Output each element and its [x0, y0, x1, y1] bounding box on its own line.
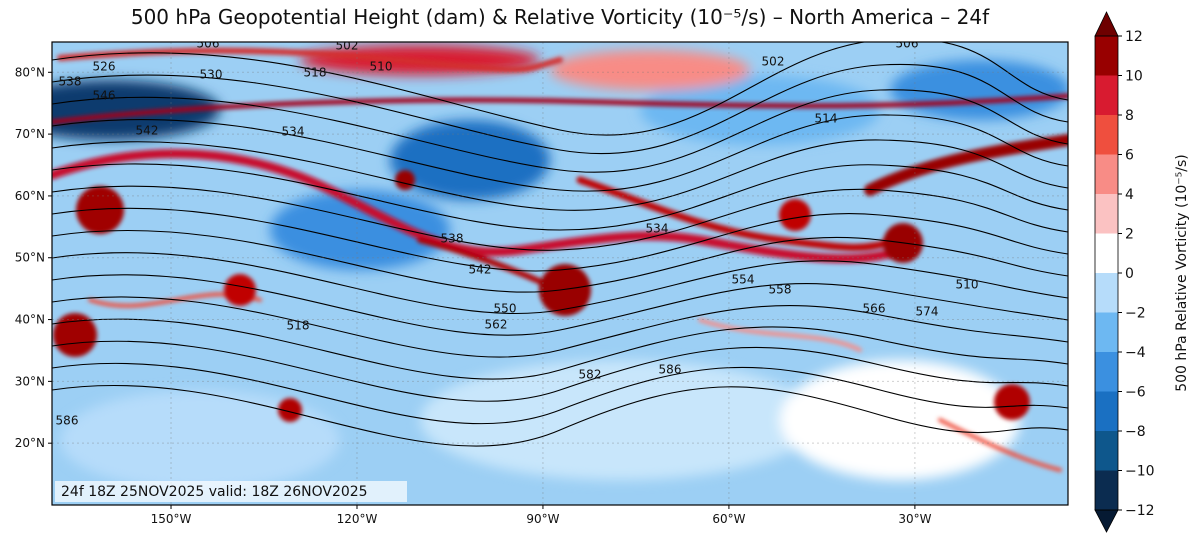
contour-label: 542 [136, 124, 159, 138]
contour-label: 506 [896, 37, 919, 51]
colorbar-extend-high [1094, 11, 1119, 37]
x-tick-label: 120°W [337, 512, 378, 526]
y-tick-label: 50°N [15, 251, 45, 265]
colorbar-tick-label: 10 [1125, 69, 1143, 85]
contour-label: 518 [287, 319, 310, 333]
x-tick-label: 60°W [712, 512, 745, 526]
contour-label: 530 [200, 68, 223, 82]
x-tick-label: 150°W [151, 512, 192, 526]
y-tick-label: 60°N [15, 189, 45, 203]
contour-label: 586 [56, 414, 79, 428]
colorbar-tick-label: −2 [1125, 306, 1146, 322]
colorbar-bin [1095, 391, 1118, 431]
x-tick-label: 30°W [898, 512, 931, 526]
colorbar-tick-label: 2 [1125, 227, 1134, 243]
contour-label: 574 [916, 305, 939, 319]
contour-line [52, 252, 1068, 314]
colorbar-bin [1095, 470, 1118, 510]
contour-line [52, 362, 1068, 425]
colorbar-bin [1095, 36, 1118, 76]
contour-line [52, 340, 1068, 402]
contour-line [52, 229, 1068, 293]
contour-label: 558 [769, 283, 792, 297]
map-frame [51, 41, 1069, 506]
contour-line [52, 163, 1068, 231]
title: 500 hPa Geopotential Height (dam) & Rela… [131, 5, 990, 29]
height-contours [52, 42, 1068, 447]
colorbar-tick-label: 12 [1125, 29, 1143, 45]
colorbar-tick-label: 6 [1125, 148, 1134, 164]
contour-line [52, 385, 1068, 447]
contour-label: 562 [485, 318, 508, 332]
contour-label: 534 [646, 222, 669, 236]
contour-label: 514 [815, 112, 838, 126]
map-field: 506 502 518 510 526 530 538 546 542 534 … [52, 37, 1068, 505]
colorbar-bin [1095, 154, 1118, 194]
colorbar-bin [1095, 273, 1118, 313]
colorbar-tick-label: −8 [1125, 424, 1146, 440]
colorbar-tick-label: 8 [1125, 108, 1134, 124]
contour-line [52, 296, 1068, 358]
colorbar-label: 500 hPa Relative Vorticity (10⁻⁵/s) [1174, 154, 1190, 392]
colorbar-tick-label: −12 [1125, 503, 1155, 519]
annotation: 24f 18Z 25NOV2025 valid: 18Z 26NOV2025 [61, 484, 368, 500]
contour-line [52, 89, 1068, 173]
contour-label: 502 [762, 55, 785, 69]
colorbar-tick-label: 0 [1125, 266, 1134, 282]
contour-label: 518 [304, 66, 327, 80]
colorbar-bin [1095, 431, 1118, 471]
y-tick-label: 70°N [15, 127, 45, 141]
contour-line [52, 139, 1068, 211]
colorbar-tick-label: 4 [1125, 187, 1134, 203]
contour-line [52, 114, 1068, 192]
colorbar-tick-label: −6 [1125, 385, 1146, 401]
map-axes: 150°W 120°W 90°W 60°W 30°W 20°N 30°N 40°N 50°N 60… [15, 65, 932, 526]
contour-label: 546 [93, 89, 116, 103]
colorbar-bin [1095, 352, 1118, 392]
contour-label: 534 [282, 125, 305, 139]
contour-label: 510 [370, 60, 393, 74]
contour-label: 502 [336, 39, 359, 53]
contour-line [52, 274, 1068, 336]
contour-label: 526 [93, 60, 116, 74]
contour-line [52, 185, 1068, 251]
colorbar-bin [1095, 115, 1118, 155]
graticule [52, 42, 1068, 505]
contour-label: 550 [494, 302, 517, 316]
colorbar-extend-low [1094, 509, 1119, 533]
contour-label: 582 [579, 368, 602, 382]
y-tick-label: 30°N [15, 374, 45, 388]
contour-label: 542 [469, 263, 492, 277]
contour-label: 538 [59, 75, 82, 89]
colorbar-tick-label: −10 [1125, 464, 1155, 480]
colorbar-bin [1095, 312, 1118, 352]
contour-line [52, 207, 1068, 272]
colorbar-bin [1095, 194, 1118, 234]
contour-line [52, 42, 1068, 136]
contour-label: 506 [197, 37, 220, 51]
contour-label: 566 [863, 302, 886, 316]
x-tick-label: 90°W [526, 512, 559, 526]
annotation-box [55, 481, 407, 502]
contour-line [52, 63, 1068, 155]
colorbar: −12 −10 −8 −6 −4 −2 0 2 4 6 8 10 12 [1094, 11, 1155, 533]
contour-labels: 506 502 518 510 526 530 538 546 542 534 … [56, 37, 979, 428]
contour-label: 554 [732, 273, 755, 287]
colorbar-bin [1095, 233, 1118, 273]
colorbar-bin [1095, 75, 1118, 115]
y-tick-label: 80°N [15, 65, 45, 79]
contour-label: 510 [956, 278, 979, 292]
contour-label: 586 [659, 363, 682, 377]
y-tick-label: 20°N [15, 436, 45, 450]
contour-label: 538 [441, 232, 464, 246]
contour-line [52, 318, 1068, 380]
colorbar-tick-label: −4 [1125, 345, 1146, 361]
y-tick-label: 40°N [15, 313, 45, 327]
